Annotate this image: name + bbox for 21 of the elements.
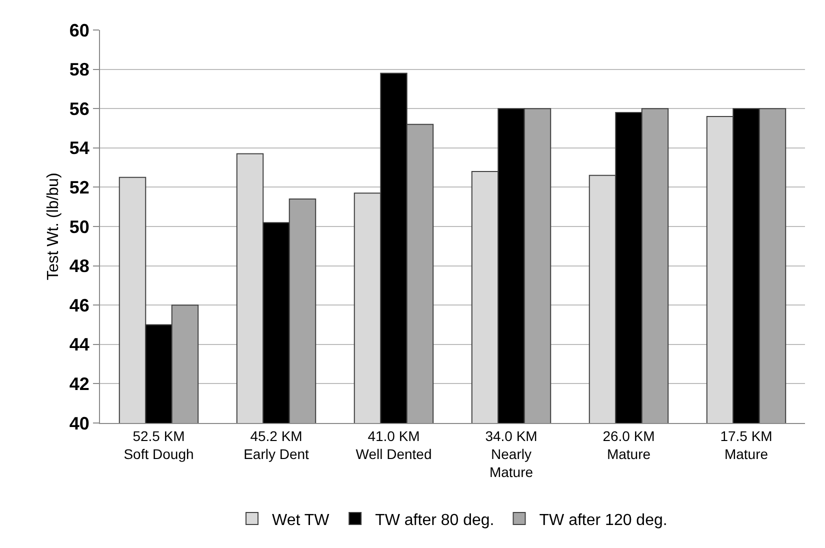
legend-label: TW after 120 deg.: [539, 512, 668, 529]
x-tick-label: 52.5 KM Soft Dough: [124, 428, 194, 462]
x-tick-label: 41.0 KM Well Dented: [356, 428, 432, 462]
y-tick-label: 40: [69, 413, 90, 434]
y-tick-label: 50: [69, 216, 90, 237]
y-tick-label: 60: [69, 20, 90, 40]
legend-label: TW after 80 deg.: [375, 512, 494, 529]
y-tick-label: 42: [69, 374, 90, 394]
y-tick-label: 46: [69, 295, 90, 316]
y-axis-title: Test Wt. (lb/bu): [45, 172, 62, 280]
x-tick-label: 26.0 KM Mature: [602, 428, 655, 462]
y-tick-label: 52: [69, 178, 90, 198]
x-tick-label: 45.2 KM Early Dent: [244, 428, 310, 462]
y-tick-label: 44: [69, 334, 90, 355]
legend-label: Wet TW: [272, 512, 330, 529]
x-tick-label: 17.5 KM Mature: [720, 428, 772, 462]
y-tick-label: 54: [69, 138, 90, 158]
y-tick-label: 56: [69, 98, 90, 119]
y-tick-label: 58: [69, 60, 90, 80]
y-tick-label: 48: [69, 256, 90, 276]
x-tick-label: 34.0 KM Nearly Mature: [485, 428, 538, 480]
